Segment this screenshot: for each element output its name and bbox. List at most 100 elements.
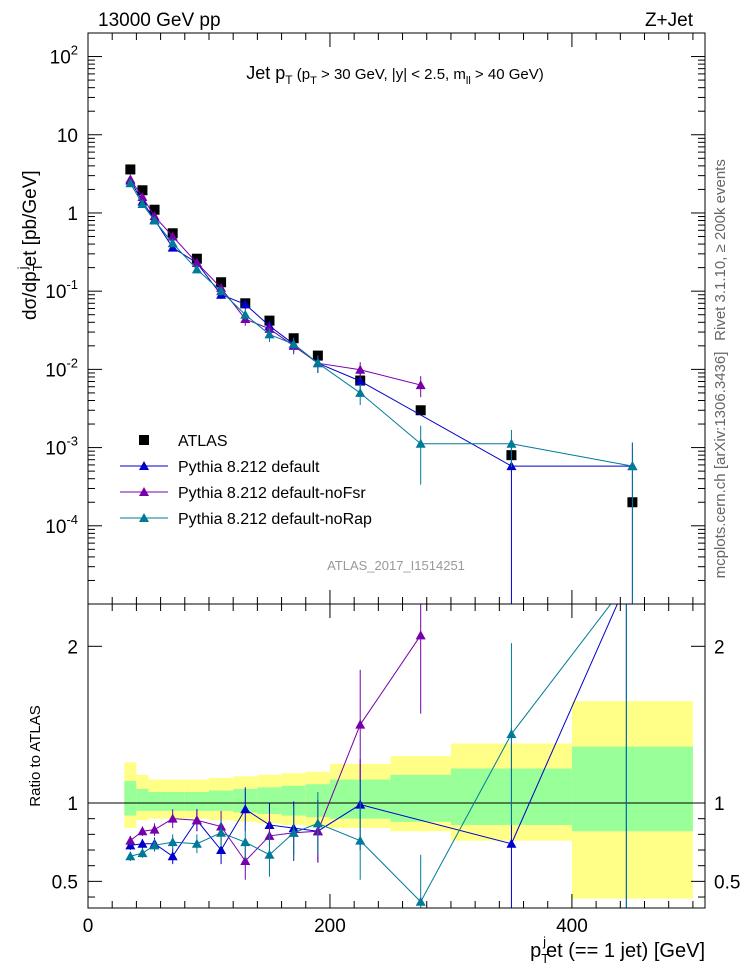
pythia-8-212-default-norap-point bbox=[149, 215, 160, 225]
pythia-8-212-default-nofsr-point bbox=[191, 257, 202, 267]
pythia-8-212-default-norap-point bbox=[355, 387, 366, 397]
pythia-8-212-default-nofsr-ratio-point bbox=[355, 719, 366, 729]
main-y-axis-label: dσ/dpTjet [pb/GeV] bbox=[15, 170, 45, 320]
pythia-8-212-default-norap-ratio-point bbox=[621, 579, 631, 588]
pythia-8-212-default-nofsr-point bbox=[415, 380, 426, 390]
main-axis-ticks bbox=[87, 32, 705, 605]
main-y-tick-label: 10 bbox=[57, 126, 78, 147]
legend-marker-norap bbox=[139, 513, 149, 522]
ratio-band-inner bbox=[571, 746, 693, 832]
ratio-band-inner bbox=[136, 788, 149, 811]
pythia-8-212-default-norap-ratio-point bbox=[125, 851, 136, 861]
pythia-8-212-default-nofsr-ratio-point bbox=[191, 815, 202, 825]
pythia-8-212-default-norap-point bbox=[264, 329, 275, 339]
pythia-8-212-default-ratio-point bbox=[506, 838, 517, 848]
ratio-y-tick-label-left: 2 bbox=[67, 637, 78, 658]
ratio-band-inner bbox=[148, 792, 161, 811]
main-y-tick-label: 10-3 bbox=[45, 434, 78, 460]
pythia-8-212-default-nofsr-ratio-point bbox=[415, 630, 426, 640]
ratio-y-tick-label-right: 0.5 bbox=[714, 872, 740, 893]
source-label: mcplots.cern.ch [arXiv:1306.3436] bbox=[712, 352, 729, 579]
ratio-band-inner bbox=[184, 792, 209, 811]
ratio-y-tick-labels: 0.5 0.5 1 1 2 2 bbox=[52, 637, 741, 893]
ratio-series-layer bbox=[125, 579, 631, 908]
main-y-tick-label: 102 bbox=[50, 43, 78, 69]
legend-marker-nofsr bbox=[139, 487, 149, 496]
atlas-point bbox=[137, 185, 148, 196]
pythia-8-212-default-norap-ratio-line bbox=[130, 604, 612, 903]
pythia-8-212-default-norap-ratio-point bbox=[167, 837, 178, 847]
ratio-panel: 0.5 0.5 1 1 2 2 0 200 400 Ratio to ATLAS pTjet … bbox=[27, 579, 741, 966]
x-axis-label: pTjet (== 1 jet) [GeV] bbox=[530, 934, 705, 966]
ratio-y-tick-label-right: 2 bbox=[714, 637, 725, 658]
atlas-point bbox=[216, 277, 227, 288]
legend-marker-atlas bbox=[139, 435, 149, 445]
main-y-tick-label: 10-1 bbox=[45, 277, 78, 303]
pythia-8-212-default-norap-ratio-point bbox=[415, 896, 426, 906]
pythia-8-212-default-norap-point bbox=[191, 264, 202, 274]
pythia-8-212-default-nofsr-line bbox=[129, 178, 421, 386]
main-y-tick-label: 10-2 bbox=[45, 355, 78, 381]
pythia-8-212-default-norap-point bbox=[506, 438, 517, 448]
ratio-band-inner bbox=[160, 792, 185, 811]
pythia-8-212-default-norap-ratio-point bbox=[288, 827, 299, 837]
pythia-8-212-default-norap-point bbox=[216, 286, 227, 296]
ratio-y-axis-label: Ratio to ATLAS bbox=[27, 705, 44, 806]
pythia-8-212-default-norap-ratio-point bbox=[312, 818, 323, 828]
pythia-8-212-default-norap-ratio-point bbox=[264, 849, 275, 859]
pythia-8-212-default-nofsr-point bbox=[355, 364, 366, 374]
rivet-version-label: Rivet 3.1.10, ≥ 200k events bbox=[712, 159, 729, 341]
ratio-band-inner bbox=[208, 790, 234, 811]
pythia-8-212-default-norap-point bbox=[167, 238, 178, 248]
pythia-8-212-default-norap-point bbox=[137, 199, 148, 209]
pythia-8-212-default-nofsr-ratio-point bbox=[240, 855, 251, 865]
pythia-8-212-default-line bbox=[129, 180, 633, 467]
pythia-8-212-default-norap-point bbox=[240, 309, 251, 319]
main-y-tick-labels: 10-4 10-3 10-2 10-1 1 10 102 bbox=[45, 43, 78, 538]
ratio-frame bbox=[87, 603, 706, 909]
pythia-8-212-default-ratio-point bbox=[137, 838, 148, 848]
ratio-uncertainty-bands bbox=[88, 701, 705, 899]
ratio-axis-ticks bbox=[87, 604, 705, 908]
legend-label-default: Pythia 8.212 default bbox=[178, 459, 320, 476]
atlas-point bbox=[415, 405, 426, 416]
x-tick-label: 400 bbox=[556, 916, 588, 937]
x-tick-label: 0 bbox=[83, 916, 94, 937]
pythia-8-212-default-ratio-point bbox=[216, 845, 227, 855]
chart-title: Jet pT (pT > 30 GeV, |y| < 2.5, mll > 40… bbox=[246, 63, 543, 87]
main-panel: 10-4 10-3 10-2 10-1 1 10 102 Jet pT (pT > 30 G… bbox=[15, 32, 706, 605]
pythia-8-212-default-ratio-point bbox=[240, 804, 251, 814]
main-y-tick-label: 1 bbox=[67, 204, 78, 225]
header-process-label: Z+Jet bbox=[645, 10, 694, 31]
pythia-8-212-default-norap-ratio-point bbox=[191, 838, 202, 848]
pythia-8-212-default-norap-point bbox=[312, 358, 323, 368]
pythia-8-212-default-ratio-point bbox=[621, 579, 631, 588]
ratio-y-tick-label-left: 0.5 bbox=[52, 872, 78, 893]
header-energy-label: 13000 GeV pp bbox=[98, 10, 221, 31]
analysis-label: ATLAS_2017_I1514251 bbox=[327, 558, 465, 573]
main-y-tick-label: 10-4 bbox=[45, 512, 78, 538]
pythia-8-212-default-norap-point bbox=[288, 339, 299, 349]
pythia-8-212-default-norap-ratio-point bbox=[137, 848, 148, 858]
pythia-8-212-default-nofsr-point bbox=[167, 231, 178, 241]
x-tick-labels: 0 200 400 bbox=[83, 916, 588, 937]
main-series-layer bbox=[125, 164, 638, 604]
ratio-band-inner bbox=[390, 774, 451, 822]
pythia-8-212-default-norap-ratio-point bbox=[149, 840, 160, 850]
atlas-point bbox=[125, 164, 136, 175]
pythia-8-212-default-norap-point bbox=[627, 461, 638, 471]
pythia-8-212-default-norap-ratio-point bbox=[506, 729, 517, 739]
x-tick-label: 200 bbox=[314, 916, 346, 937]
pythia-8-212-default-norap-point bbox=[125, 178, 136, 188]
pythia-8-212-default-nofsr-ratio-point bbox=[167, 813, 178, 823]
pythia-8-212-default-nofsr-ratio-point bbox=[125, 835, 136, 845]
pythia-8-212-default-norap-point bbox=[415, 438, 426, 448]
pythia-8-212-default-ratio-point bbox=[167, 851, 178, 861]
pythia-8-212-default-point bbox=[240, 299, 251, 309]
legend-label-norap: Pythia 8.212 default-noRap bbox=[178, 511, 372, 528]
pythia-8-212-default-norap-ratio-point bbox=[240, 837, 251, 847]
ratio-y-tick-label-left: 1 bbox=[67, 794, 78, 815]
pythia-8-212-default-point bbox=[355, 376, 366, 386]
pythia-8-212-default-nofsr-ratio-point bbox=[137, 826, 148, 836]
ratio-series-clipped bbox=[125, 579, 631, 908]
